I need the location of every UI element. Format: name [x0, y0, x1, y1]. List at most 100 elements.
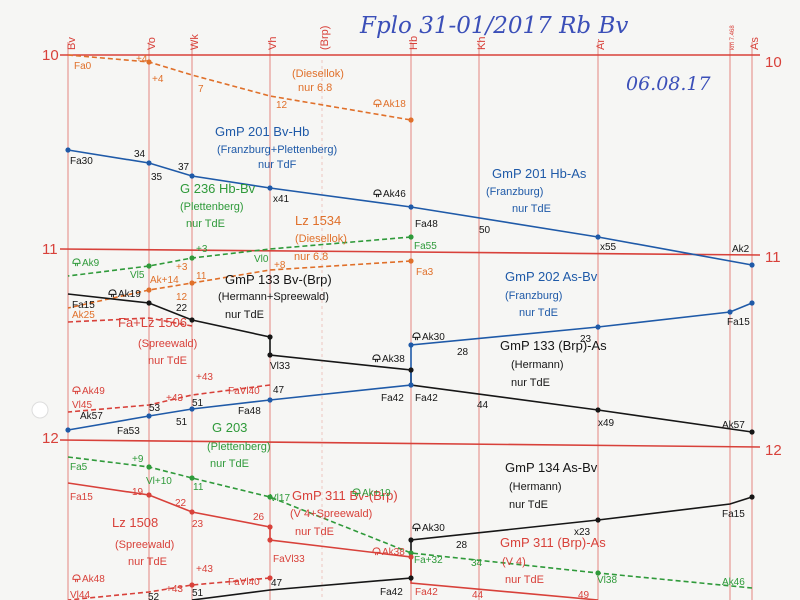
- stop-dot: [146, 492, 152, 498]
- stop-dot: [727, 309, 733, 315]
- minute-mark: Ak+19: [362, 488, 391, 499]
- minute-mark: Vl33: [270, 361, 290, 372]
- minute-mark: Fa55: [414, 241, 437, 252]
- minute-mark: Vl45: [72, 400, 92, 411]
- minute-mark: Ak2: [732, 244, 750, 255]
- minute-mark: +43: [196, 564, 213, 575]
- train-label-line: GmP 202 As-Bv: [505, 269, 598, 284]
- train-label-line: nur TdE: [128, 556, 167, 568]
- stop-dot: [595, 234, 601, 240]
- stop-dot: [408, 550, 414, 556]
- minute-mark: Fa5: [70, 462, 88, 473]
- stop-dot: [749, 429, 755, 435]
- stop-dot: [189, 173, 195, 179]
- stop-dot: [749, 494, 755, 500]
- minute-mark: 51: [192, 398, 204, 409]
- bell-icon: [373, 99, 382, 108]
- minute-mark: 34: [134, 149, 146, 160]
- bell-icon: [372, 354, 381, 363]
- stop-dot: [267, 537, 273, 543]
- stop-dot: [595, 517, 601, 523]
- minute-mark: 11: [196, 271, 207, 282]
- station-label-as: As: [749, 37, 761, 50]
- minute-mark: Ak46: [722, 577, 745, 588]
- station-label-vo: Vo: [146, 37, 158, 50]
- train-label-line: GmP 134 As-Bv: [505, 460, 598, 475]
- minute-mark: Fa42: [415, 393, 438, 404]
- minute-mark: Vl5: [130, 270, 145, 281]
- station-label-km: km 7.468: [730, 25, 736, 50]
- stop-dot: [189, 255, 195, 261]
- stop-dot: [65, 427, 71, 433]
- minute-mark: 28: [457, 347, 469, 358]
- minute-mark: Fa42: [415, 587, 438, 598]
- minute-mark: 22: [176, 303, 188, 314]
- stop-dot: [267, 334, 273, 340]
- stop-dot: [408, 382, 414, 388]
- stop-dot: [267, 524, 273, 530]
- train-label-line: nur TdE: [295, 526, 334, 538]
- stop-dot: [408, 575, 414, 581]
- minute-mark: Ak25: [72, 310, 95, 321]
- stop-dot: [408, 117, 414, 123]
- minute-mark: Fa0: [74, 61, 92, 72]
- stop-dot: [408, 537, 414, 543]
- minute-mark: Fa15: [727, 317, 750, 328]
- stop-dot: [408, 204, 414, 210]
- minute-mark: 44: [477, 400, 489, 411]
- minute-mark: Ak57: [722, 420, 745, 431]
- minute-mark: Ak46: [383, 189, 406, 200]
- stop-dot: [65, 147, 71, 153]
- stop-dot: [146, 464, 152, 470]
- minute-mark: 7: [198, 84, 204, 95]
- train-label-line: (V 4): [502, 556, 526, 568]
- stop-dot: [595, 407, 601, 413]
- minute-mark: +8: [274, 260, 286, 271]
- stop-dot: [595, 570, 601, 576]
- train-label-line: nur TdE: [509, 499, 548, 511]
- train-path-lz1508: [67, 577, 271, 600]
- minute-mark: Vl38: [597, 575, 617, 586]
- train-label-line: (Hermann+Spreewald): [218, 291, 329, 303]
- train-label-line: nur TdE: [512, 203, 551, 215]
- minute-mark: Fa+32: [414, 555, 443, 566]
- stop-dot: [146, 59, 152, 65]
- train-label-line: GmP 133 (Brp)-As: [500, 338, 607, 353]
- minute-mark: 19: [132, 487, 144, 498]
- train-path-lz1506-return: [67, 384, 271, 413]
- stop-dot: [408, 234, 414, 240]
- minute-mark: +43: [166, 393, 183, 404]
- minute-mark: +4: [136, 54, 148, 65]
- minute-mark: 37: [178, 162, 190, 173]
- minute-mark: x41: [273, 194, 290, 205]
- station-label-brp: (Brp): [319, 26, 331, 50]
- minute-mark: 52: [148, 592, 160, 600]
- minute-mark: Fa48: [238, 406, 261, 417]
- handwritten-title: Fplo 31-01/2017 Rb Bv: [359, 13, 628, 39]
- train-label-line: Lz 1534: [295, 213, 341, 228]
- train-path-g236: [67, 236, 412, 277]
- train-label-line: (Diesellok): [292, 68, 344, 80]
- stop-dot: [267, 397, 273, 403]
- train-label-line: (Plettenberg): [180, 201, 244, 213]
- stop-dot: [408, 554, 414, 560]
- minute-mark: 11: [193, 482, 204, 493]
- minute-mark: Ak38: [382, 547, 405, 558]
- minute-mark: 12: [176, 292, 188, 303]
- minute-mark: Ak+14: [150, 275, 179, 286]
- minute-mark: 12: [276, 100, 288, 111]
- train-label-line: (V 4+Spreewald): [290, 508, 372, 520]
- train-label-line: nur 6.8: [294, 251, 328, 263]
- minute-mark: Fa48: [415, 219, 438, 230]
- hour-label-right-11: 11: [765, 249, 781, 266]
- minute-mark: Ak30: [422, 332, 445, 343]
- train-label-line: Lz 1508: [112, 515, 158, 530]
- minute-mark: 50: [479, 225, 491, 236]
- hour-label-left-11: 11: [42, 241, 58, 258]
- bell-icon: [108, 289, 117, 298]
- minute-mark: +3: [176, 262, 188, 273]
- minute-mark: 53: [149, 403, 161, 414]
- train-label-line: nur TdE: [186, 218, 225, 230]
- train-label-line: G 203: [212, 420, 247, 435]
- minute-mark: Ak57: [80, 411, 103, 422]
